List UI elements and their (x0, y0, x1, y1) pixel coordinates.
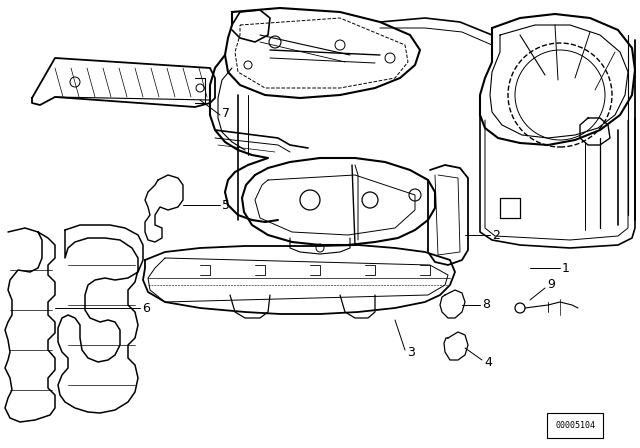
Text: 9: 9 (547, 279, 555, 292)
Text: 7: 7 (222, 107, 230, 120)
Text: 5: 5 (222, 198, 230, 211)
Text: 3: 3 (407, 345, 415, 358)
Text: 8: 8 (482, 298, 490, 311)
Text: 1: 1 (562, 262, 570, 275)
Text: 6: 6 (142, 302, 150, 314)
Text: 4: 4 (484, 356, 492, 369)
Text: 2: 2 (492, 228, 500, 241)
Text: 00005104: 00005104 (555, 421, 595, 430)
